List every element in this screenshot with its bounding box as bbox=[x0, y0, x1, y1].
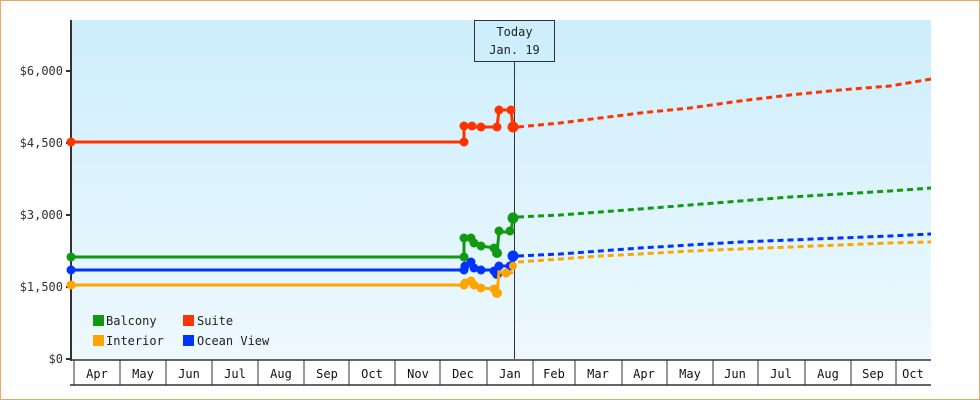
y-tick-label: $6,000 bbox=[20, 64, 63, 78]
y-tick-label: $1,500 bbox=[20, 280, 63, 294]
legend-label-suite: Suite bbox=[197, 314, 233, 328]
series-ocean-view bbox=[66, 232, 932, 279]
x-axis: Apr May Jun Jul Aug Sep Oct Nov Dec Jan … bbox=[70, 359, 931, 386]
legend-label-interior: Interior bbox=[106, 334, 164, 348]
x-month-label: Jun bbox=[724, 367, 746, 381]
x-month-label: Apr bbox=[633, 367, 655, 381]
legend-label-balcony: Balcony bbox=[106, 314, 157, 328]
today-marker: Today Jan. 19 bbox=[474, 20, 555, 359]
x-month-label: Oct bbox=[902, 367, 924, 381]
y-tick-label: $4,500 bbox=[20, 136, 63, 150]
x-month-label: Aug bbox=[270, 367, 292, 381]
x-month-label: Sep bbox=[316, 367, 338, 381]
today-label: Today bbox=[496, 25, 532, 39]
series-interior bbox=[66, 240, 932, 298]
plot-area bbox=[72, 20, 931, 359]
x-month-label: Jan bbox=[499, 367, 521, 381]
y-tick-label: $3,000 bbox=[20, 208, 63, 222]
x-month-label: Oct bbox=[361, 367, 383, 381]
x-month-label: Feb bbox=[543, 367, 565, 381]
x-month-label: Nov bbox=[407, 367, 429, 381]
x-month-label: Jul bbox=[224, 367, 246, 381]
x-month-label: May bbox=[679, 367, 701, 381]
legend: Balcony Suite Interior Ocean View bbox=[93, 314, 270, 348]
x-month-label: Jul bbox=[770, 367, 792, 381]
series-suite bbox=[66, 77, 932, 147]
x-month-label: Sep bbox=[862, 367, 884, 381]
x-month-label: Dec bbox=[452, 367, 474, 381]
legend-swatch-balcony bbox=[93, 315, 104, 326]
y-tick-label: $0 bbox=[49, 352, 63, 366]
legend-swatch-ocean-view bbox=[183, 335, 194, 346]
legend-swatch-suite bbox=[183, 315, 194, 326]
x-month-label: Mar bbox=[587, 367, 609, 381]
y-ticks: $0 $1,500 $3,000 $4,500 $6,000 bbox=[20, 64, 71, 366]
x-month-label: Apr bbox=[86, 367, 108, 381]
today-date: Jan. 19 bbox=[489, 43, 540, 57]
x-month-label: Jun bbox=[178, 367, 200, 381]
legend-swatch-interior bbox=[93, 335, 104, 346]
legend-label-ocean-view: Ocean View bbox=[197, 334, 270, 348]
x-month-label: May bbox=[132, 367, 154, 381]
x-month-label: Aug bbox=[817, 367, 839, 381]
series-balcony bbox=[66, 186, 932, 262]
